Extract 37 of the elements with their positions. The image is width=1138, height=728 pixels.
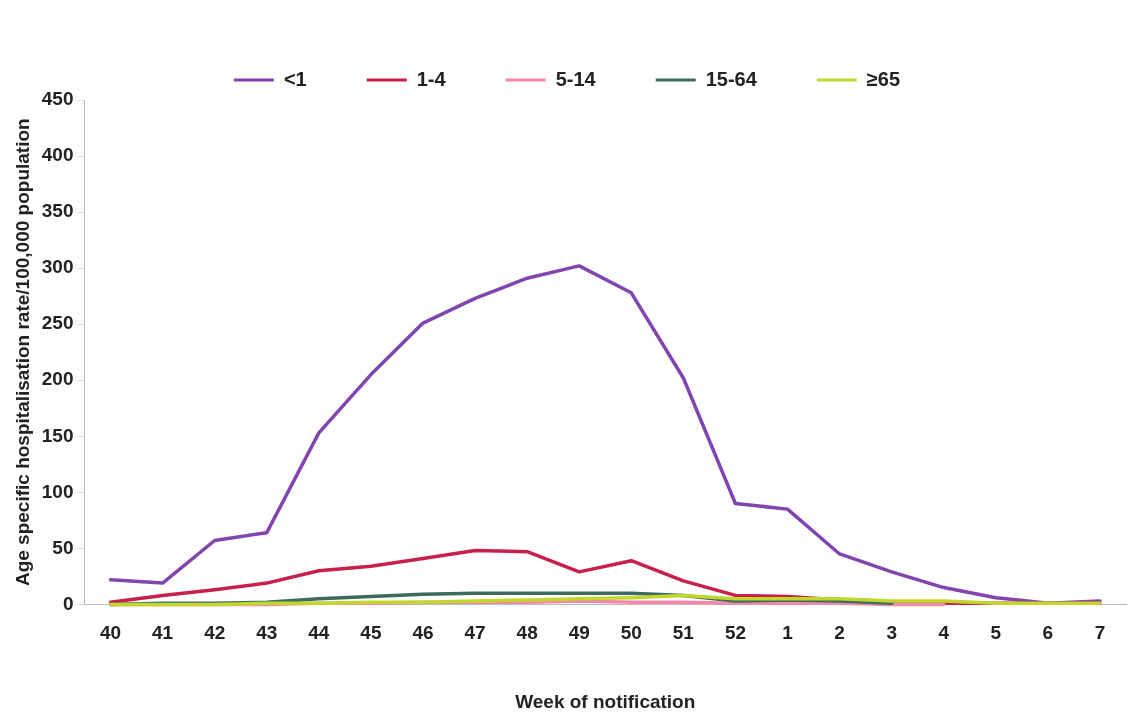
y-tick-label: 200 [41, 368, 74, 390]
x-tick-label: 52 [724, 622, 747, 644]
legend-label: ≥65 [866, 67, 901, 90]
y-tick-label: 0 [62, 592, 74, 614]
x-tick-label: 43 [256, 622, 278, 644]
x-tick-label: 47 [464, 622, 486, 644]
x-tick-label: 1 [782, 622, 794, 644]
x-tick-label: 50 [620, 622, 642, 644]
x-tick-label: 48 [516, 622, 538, 644]
y-tick-label: 350 [41, 200, 74, 222]
y-axis-title: Age specific hospitalisation rate/100,000 population [11, 118, 33, 587]
x-tick-label: 2 [834, 622, 845, 644]
y-tick-label: 250 [41, 312, 74, 334]
x-tick-label: 46 [412, 622, 434, 644]
y-tick-label: 100 [41, 480, 74, 502]
legend-label: 1-4 [416, 67, 447, 90]
x-tick-label: 40 [99, 622, 122, 644]
legend-label: <1 [283, 67, 307, 90]
x-tick-label: 3 [886, 622, 897, 644]
y-tick-label: 300 [41, 256, 74, 278]
x-tick-label: 5 [990, 622, 1002, 644]
y-tick-label: 50 [52, 536, 74, 558]
y-tick-label: 450 [41, 88, 74, 110]
x-tick-label: 7 [1094, 622, 1106, 644]
y-tick-label: 400 [41, 144, 74, 166]
x-tick-label: 44 [308, 622, 330, 644]
x-axis-title: Week of notification [515, 690, 696, 712]
x-tick-label: 45 [360, 622, 382, 644]
x-tick-label: 49 [568, 622, 590, 644]
x-tick-label: 51 [672, 622, 695, 644]
x-tick-label: 42 [204, 622, 226, 644]
x-tick-label: 6 [1042, 622, 1054, 644]
legend-label: 15-64 [705, 67, 758, 90]
x-tick-label: 4 [938, 622, 950, 644]
y-tick-label: 150 [41, 424, 74, 446]
legend-label: 5-14 [555, 67, 597, 90]
x-tick-label: 41 [152, 622, 174, 644]
